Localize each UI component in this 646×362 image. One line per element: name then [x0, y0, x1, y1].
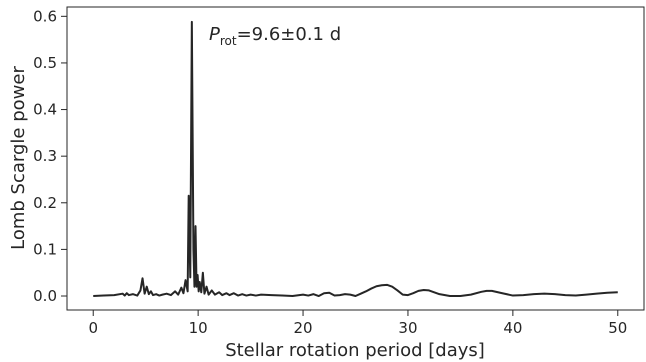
series-line — [93, 20, 618, 298]
annotation-value: =9.6±0.1 d — [237, 24, 342, 45]
y-tick-label: 0.5 — [33, 54, 57, 72]
x-axis-ticks: 0 10 20 30 40 50 — [88, 310, 627, 337]
annotation-variable: P — [209, 24, 220, 45]
y-tick-label: 0.0 — [33, 287, 57, 305]
annotation-subscript: rot — [220, 34, 237, 48]
x-tick-label: 30 — [398, 319, 417, 337]
y-axis-label: Lomb Scargle power — [8, 66, 29, 250]
x-tick-label: 50 — [608, 319, 627, 337]
x-tick-label: 10 — [189, 319, 208, 337]
x-tick-label: 40 — [503, 319, 522, 337]
x-axis-label: Stellar rotation period [days] — [225, 340, 485, 361]
y-tick-label: 0.2 — [33, 194, 57, 212]
y-tick-label: 0.3 — [33, 147, 57, 165]
plot-area — [67, 7, 644, 310]
period-annotation: Prot=9.6±0.1 d — [209, 24, 341, 48]
y-axis-ticks: 0.0 0.1 0.2 0.3 0.4 0.5 0.6 — [33, 7, 67, 305]
y-tick-label: 0.6 — [33, 7, 57, 25]
x-tick-label: 0 — [88, 319, 98, 337]
plot-frame — [66, 6, 645, 311]
x-tick-label: 20 — [293, 319, 312, 337]
y-tick-label: 0.1 — [33, 240, 57, 258]
y-tick-label: 0.4 — [33, 101, 57, 119]
